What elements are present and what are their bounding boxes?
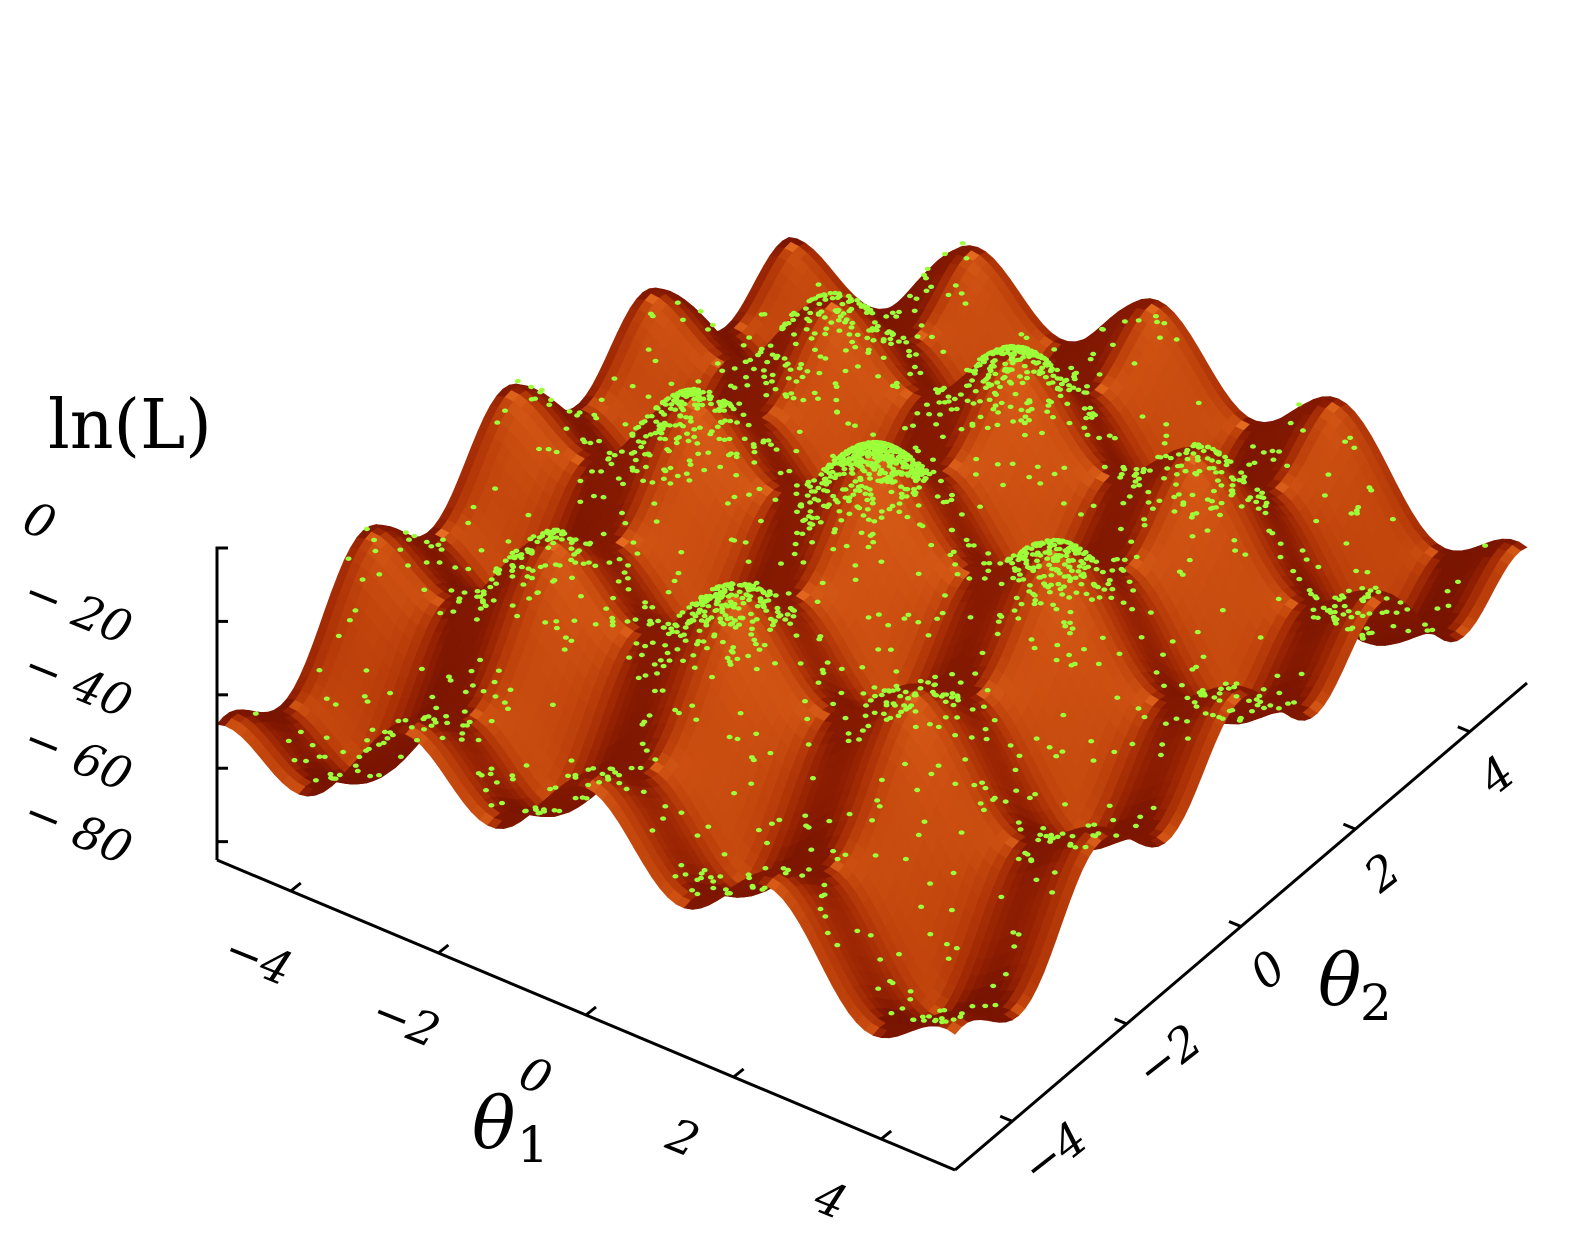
- likelihood-surface: [216, 236, 1528, 1039]
